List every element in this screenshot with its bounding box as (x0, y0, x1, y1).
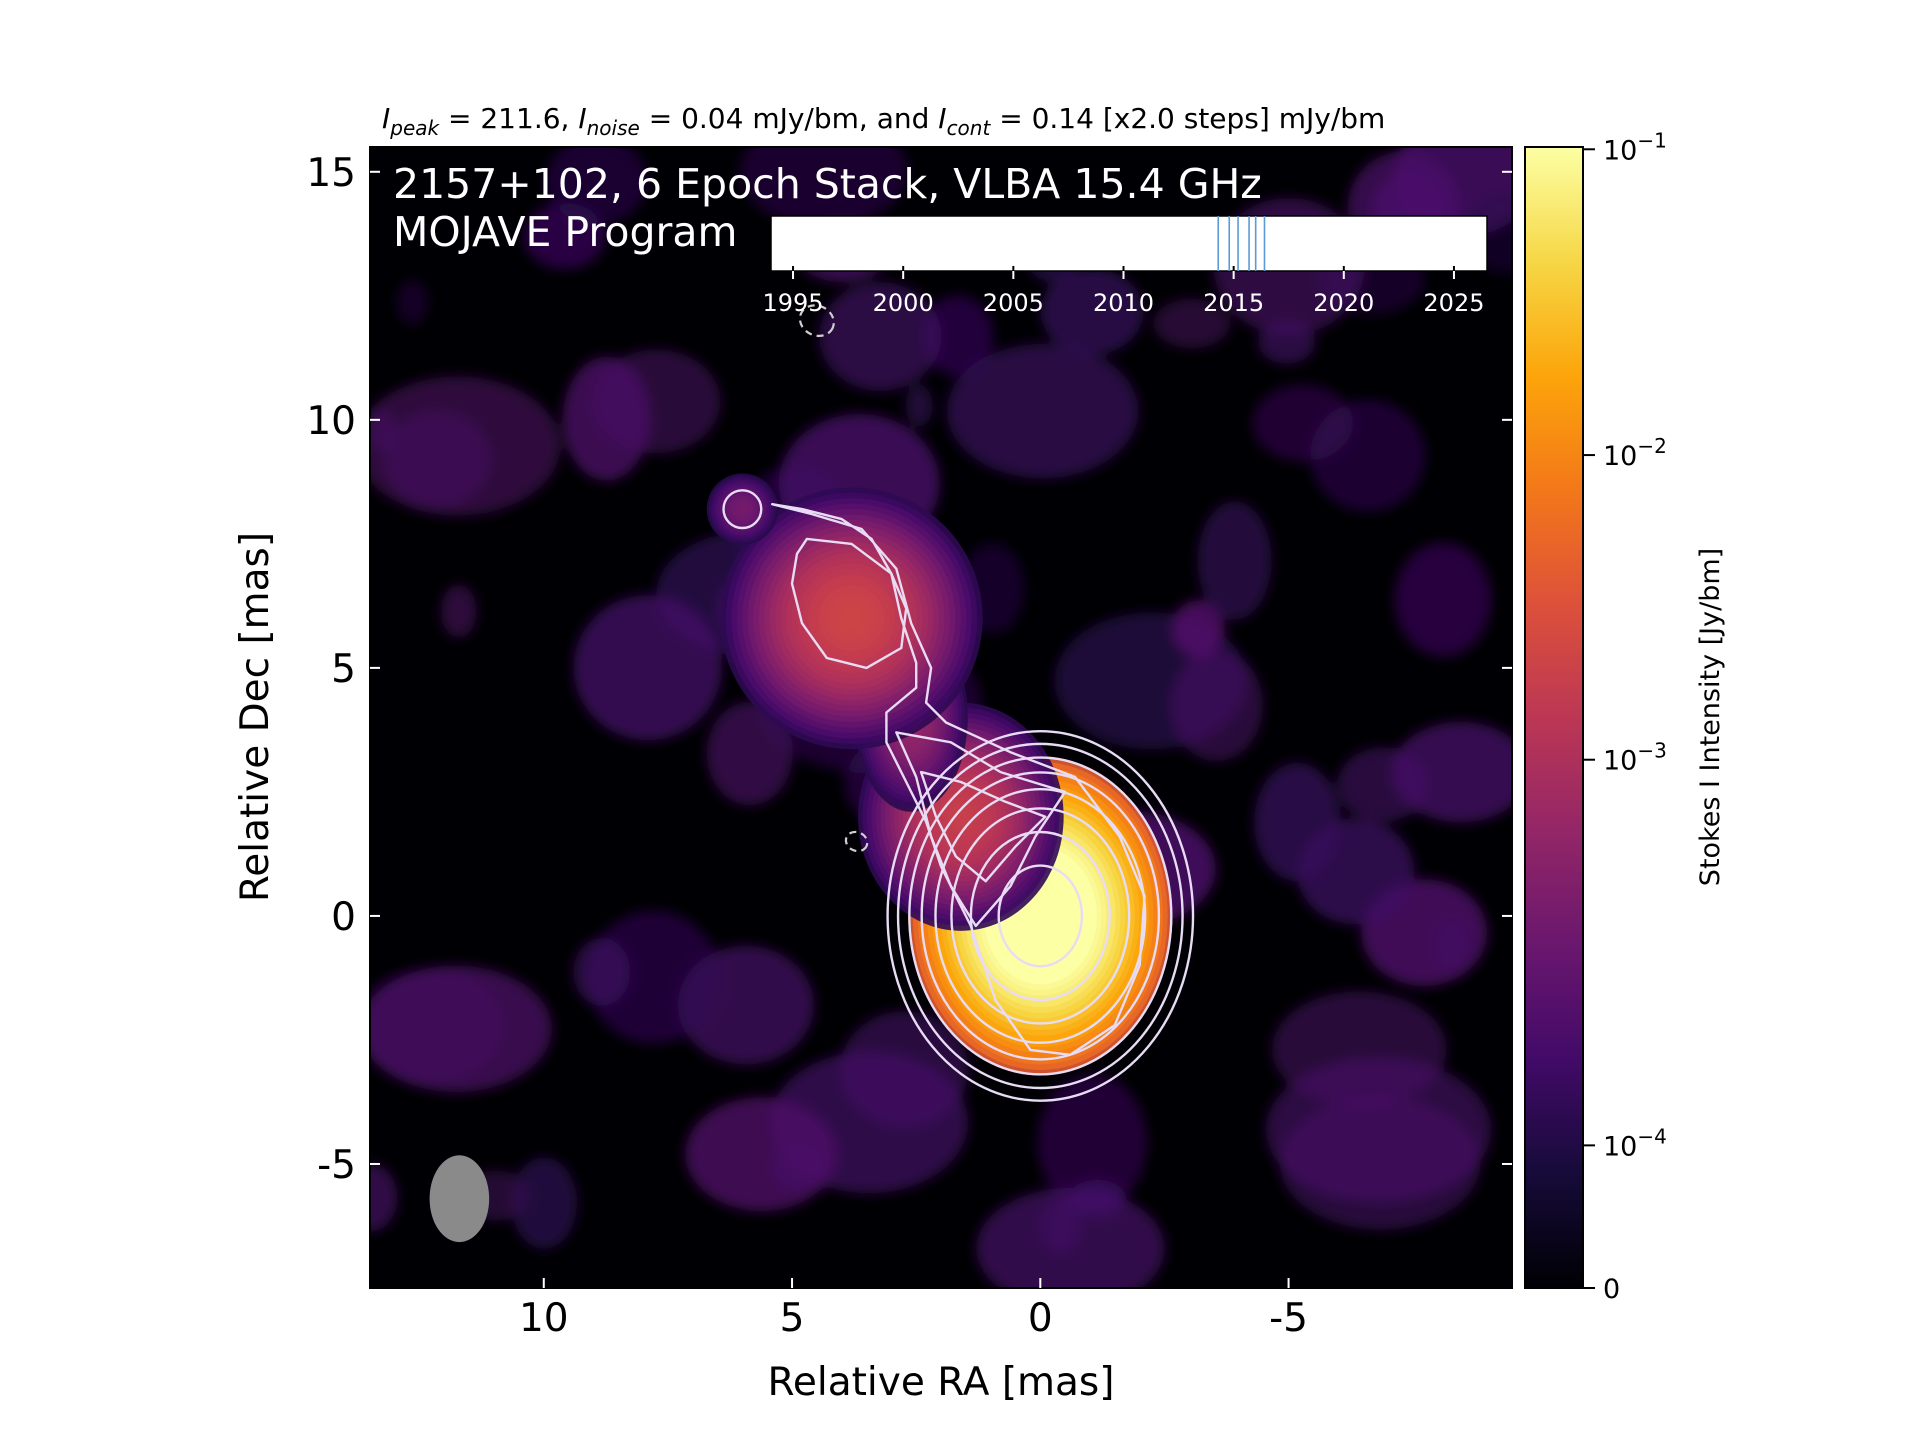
noise-blob (370, 1163, 398, 1232)
colorbar-tick-label: 10−1 (1603, 128, 1667, 166)
noise-blob (1153, 298, 1231, 349)
timeline-tick-label: 2005 (983, 289, 1044, 317)
noise-blob (1258, 320, 1316, 364)
noise-blob (905, 384, 933, 427)
contour-far-knot (722, 489, 763, 530)
noise-blob (545, 147, 648, 225)
beam-shape (429, 1155, 490, 1243)
noise-blob (510, 1157, 578, 1250)
noise-blob (976, 1187, 1165, 1288)
timeline-epochs (1217, 216, 1266, 271)
noise-blob (819, 282, 942, 391)
contour-core-35.84 (950, 807, 1131, 1025)
noise-blob (1171, 600, 1225, 659)
noise-blob (1037, 1073, 1147, 1211)
contour-outer-jet-inner (790, 537, 908, 670)
colorbar: 0 10−4 10−3 10−2 10−1 Stokes I Intensity [Jy… (1524, 128, 1726, 1305)
contour-core-143.36 (997, 864, 1084, 968)
annotation-source: 2157+102, 6 Epoch Stack, VLBA 15.4 GHz (393, 160, 1262, 208)
y-axis-ticks: 15 10 5 0 -5 (306, 151, 1512, 1188)
timeline-tick-label: 2010 (1093, 289, 1154, 317)
annotation-program: MOJAVE Program (393, 208, 737, 256)
noise-blob (1254, 762, 1341, 882)
emission-level (850, 617, 853, 620)
noise-blob (1169, 649, 1264, 762)
noise-blob (922, 295, 994, 377)
contour-core-1.12 (886, 730, 1195, 1102)
timeline-ticks: 1995 2000 2005 2010 2015 2020 2025 (762, 266, 1484, 317)
colorbar-tick-label: 10−2 (1603, 434, 1667, 472)
noise-blob (1391, 721, 1512, 823)
colorbar-tick-label: 10−3 (1603, 739, 1667, 777)
contour-core-2.24 (896, 742, 1184, 1090)
noise-blob (1197, 501, 1272, 620)
contour-core-17.92 (934, 787, 1147, 1044)
x-tick-label: -5 (1269, 1296, 1308, 1341)
noise-blob (370, 965, 552, 1093)
contour-core-4.48 (908, 756, 1173, 1076)
timeline-tick-label: 1995 (762, 289, 823, 317)
y-tick-label: 15 (306, 151, 356, 196)
noise-blob (396, 279, 429, 325)
noise-blob (573, 937, 630, 1006)
colorbar-gradient (1524, 146, 1584, 1289)
x-axis-ticks: 10 5 0 -5 (519, 1278, 1308, 1341)
image-panel (369, 146, 1513, 1289)
noise-blob (685, 1097, 838, 1212)
colorbar-tick-label: 10−4 (1603, 1124, 1667, 1162)
noise-blob (1310, 399, 1426, 512)
emission-level (959, 815, 962, 818)
component-far-knot (706, 473, 779, 545)
timeline-box (770, 215, 1488, 272)
noise-blob (370, 376, 561, 516)
contour-inner-jet-2 (919, 770, 1047, 883)
x-tick-label: 0 (1028, 1296, 1053, 1341)
noise-blob (1271, 991, 1447, 1108)
contour-set (722, 304, 1195, 1102)
y-tick-label: -5 (317, 1143, 356, 1188)
noise-blob (573, 595, 723, 741)
x-axis-label: Relative RA [mas] (768, 1360, 1115, 1405)
epoch-timeline: 1995 2000 2005 2010 2015 2020 2025 (762, 215, 1488, 317)
y-tick-label: 5 (331, 647, 356, 692)
noise-blob (1040, 268, 1144, 355)
emission-level (1039, 914, 1042, 917)
noise-blob (839, 1011, 969, 1128)
timeline-tick-label: 2000 (873, 289, 934, 317)
plot-frame (369, 146, 1513, 1289)
timeline-tick-label: 2025 (1423, 289, 1484, 317)
noise-blob (1394, 542, 1492, 657)
emission-map (706, 473, 1173, 1076)
emission-level (741, 508, 744, 511)
beam-ellipse (429, 1155, 490, 1243)
noise-blob (587, 910, 720, 1044)
noise-blob (739, 147, 908, 228)
y-tick-label: 10 (306, 399, 356, 444)
contour-jet-outer (771, 503, 1146, 1056)
chart-title: Ipeak = 211.6, Inoise = 0.04 mJy/bm, and… (382, 102, 1385, 140)
colorbar-tick-label: 0 (1603, 1274, 1620, 1305)
noise-blob (1432, 917, 1472, 974)
contour-negative-2 (844, 830, 869, 853)
colorbar-label: Stokes I Intensity [Jy/bm] (1695, 548, 1726, 886)
timeline-tick-label: 2020 (1313, 289, 1374, 317)
contour-inner-jet-1 (895, 731, 1067, 928)
x-tick-label: 5 (780, 1296, 805, 1341)
colorbar-ticks: 0 10−4 10−3 10−2 10−1 (1583, 128, 1667, 1305)
timeline-tick-label: 2015 (1203, 289, 1264, 317)
y-tick-label: 0 (331, 895, 356, 940)
noise-blob (946, 343, 1139, 479)
y-axis-label: Relative Dec [mas] (233, 532, 278, 902)
noise-blob (440, 584, 477, 638)
contour-core-8.96 (920, 771, 1161, 1061)
contour-negative-1 (798, 304, 835, 337)
x-tick-label: 10 (519, 1296, 569, 1341)
noise-blob (592, 349, 721, 454)
